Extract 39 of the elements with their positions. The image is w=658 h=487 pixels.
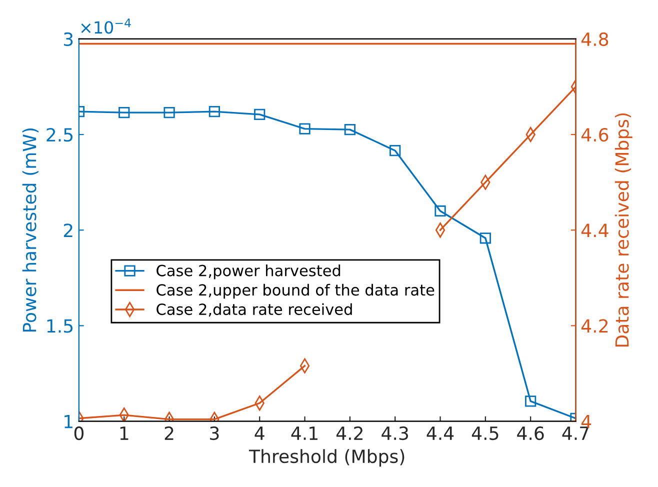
y2-tick-label: 4.8	[581, 32, 608, 46]
x-tick-label: 2	[164, 426, 174, 440]
x-tick-label: 4.5	[472, 426, 498, 440]
point	[525, 396, 536, 407]
point	[434, 205, 446, 217]
x-tick-label: 4.1	[291, 426, 318, 440]
x-tick-label: 4.6	[517, 426, 544, 440]
point	[299, 123, 310, 134]
y2-tick-label: 4.2	[581, 319, 608, 333]
x-tick-label: 3	[210, 426, 219, 440]
point	[164, 106, 175, 118]
point	[390, 145, 401, 156]
point	[480, 232, 491, 244]
point	[208, 106, 220, 118]
x-tick-label: 4.2	[336, 426, 362, 440]
point	[118, 106, 130, 118]
y-axis-title: Power harvested (mW)	[22, 128, 38, 332]
y-tick-label: 1	[64, 414, 72, 428]
x-tick-label: 4.7	[562, 426, 589, 440]
x-tick-label: 4.3	[382, 426, 408, 440]
legend-label: Case 2,data rate received	[156, 303, 352, 317]
legend-label: Case 2,power harvested	[156, 264, 340, 280]
x-tick-label: 4	[254, 426, 264, 440]
x-axis-title: Threshold (Mbps)	[248, 449, 404, 467]
y2-tick-label: 4	[581, 414, 592, 428]
y-tick-label: 2.5	[46, 128, 73, 142]
y-tick-label: 2	[64, 224, 72, 237]
point	[344, 124, 356, 136]
y-tick-label: 1.5	[47, 319, 73, 333]
legend-label: Case 2,upper bound of the data rate	[156, 284, 434, 299]
y2-axis-title: Data rate received (Mbps)	[614, 113, 632, 347]
x-tick-label: 1	[120, 426, 128, 440]
x-tick-label: 0	[74, 426, 84, 440]
y2-tick-label: 4.4	[581, 224, 608, 237]
x-tick-label: 4.4	[426, 426, 454, 440]
y-tick-label: 3	[64, 32, 73, 46]
y2-tick-label: 4.6	[581, 128, 608, 142]
text: ×10$^{−4}$	[81, 18, 131, 34]
point	[254, 108, 266, 120]
